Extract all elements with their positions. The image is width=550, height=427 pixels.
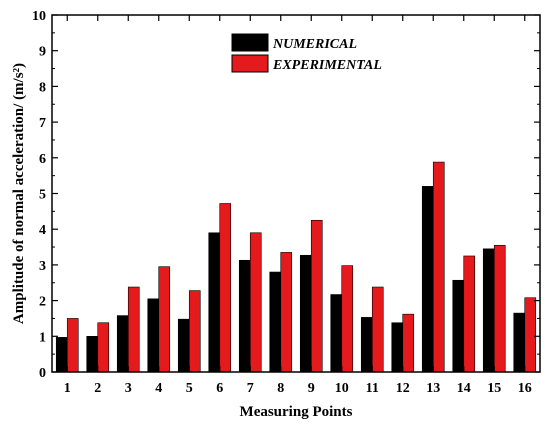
x-tick-label-6: 6 [216, 381, 223, 396]
y-tick-label-3: 3 [39, 259, 46, 274]
x-tick-label-8: 8 [277, 381, 284, 396]
legend-swatch-experimental [231, 54, 269, 73]
bar-experimental-9 [310, 219, 323, 373]
legend-label-numerical: NUMERICAL [272, 37, 357, 52]
y-tick-label-5: 5 [39, 188, 46, 203]
y-tick-label-1: 1 [39, 330, 46, 345]
bar-experimental-16 [524, 297, 537, 373]
x-tick-label-14: 14 [457, 381, 471, 396]
bar-experimental-15 [493, 244, 506, 373]
bar-numerical-4 [147, 298, 160, 373]
bar-experimental-12 [402, 313, 415, 373]
bar-experimental-5 [188, 290, 201, 373]
y-tick-label-7: 7 [39, 116, 46, 131]
x-tick-label-15: 15 [487, 381, 501, 396]
y-tick-label-0: 0 [39, 366, 46, 381]
bar-numerical-11 [360, 317, 373, 373]
bar-numerical-1 [55, 337, 68, 373]
bar-experimental-10 [341, 265, 354, 373]
bar-numerical-16 [513, 312, 526, 373]
bar-experimental-2 [97, 322, 110, 373]
x-tick-label-4: 4 [155, 381, 162, 396]
y-tick-label-6: 6 [39, 152, 46, 167]
y-axis-title: Amplitude of normal acceleration/ (m/s²) [11, 63, 27, 324]
bar-numerical-15 [482, 248, 495, 373]
x-tick-label-5: 5 [186, 381, 193, 396]
x-tick-label-13: 13 [426, 381, 440, 396]
y-tick-label-2: 2 [39, 295, 46, 310]
bar-experimental-7 [249, 232, 262, 373]
x-tick-label-11: 11 [366, 381, 379, 396]
y-tick-label-8: 8 [39, 80, 46, 95]
bar-numerical-14 [452, 279, 465, 373]
bar-numerical-6 [208, 232, 221, 373]
bar-experimental-6 [219, 203, 232, 373]
x-axis-title: Measuring Points [240, 404, 353, 420]
x-tick-label-9: 9 [308, 381, 315, 396]
bar-experimental-4 [158, 266, 171, 373]
bar-numerical-8 [269, 271, 282, 373]
x-tick-label-7: 7 [247, 381, 254, 396]
y-tick-label-9: 9 [39, 45, 46, 60]
bar-experimental-13 [432, 161, 445, 373]
y-tick-label-10: 10 [32, 9, 46, 24]
bar-numerical-10 [330, 294, 343, 373]
x-tick-label-3: 3 [125, 381, 132, 396]
bar-numerical-13 [421, 186, 434, 373]
bar-numerical-9 [299, 254, 312, 373]
bar-numerical-3 [116, 315, 129, 373]
bar-numerical-2 [86, 335, 99, 373]
x-tick-label-2: 2 [94, 381, 101, 396]
bar-experimental-1 [66, 318, 79, 373]
legend: NUMERICAL EXPERIMENTAL [226, 30, 412, 76]
bar-numerical-12 [391, 322, 404, 373]
bar-experimental-14 [463, 255, 476, 373]
bar-experimental-3 [127, 286, 140, 373]
bar-numerical-7 [238, 259, 251, 373]
bar-experimental-8 [280, 252, 293, 373]
legend-label-experimental: EXPERIMENTAL [272, 58, 382, 73]
legend-swatch-numerical [231, 33, 269, 52]
y-tick-label-4: 4 [39, 223, 46, 238]
bar-numerical-5 [177, 318, 190, 373]
bar-experimental-11 [371, 286, 384, 373]
x-tick-label-12: 12 [396, 381, 410, 396]
x-tick-label-10: 10 [335, 381, 349, 396]
x-tick-label-1: 1 [64, 381, 71, 396]
x-tick-label-16: 16 [518, 381, 532, 396]
